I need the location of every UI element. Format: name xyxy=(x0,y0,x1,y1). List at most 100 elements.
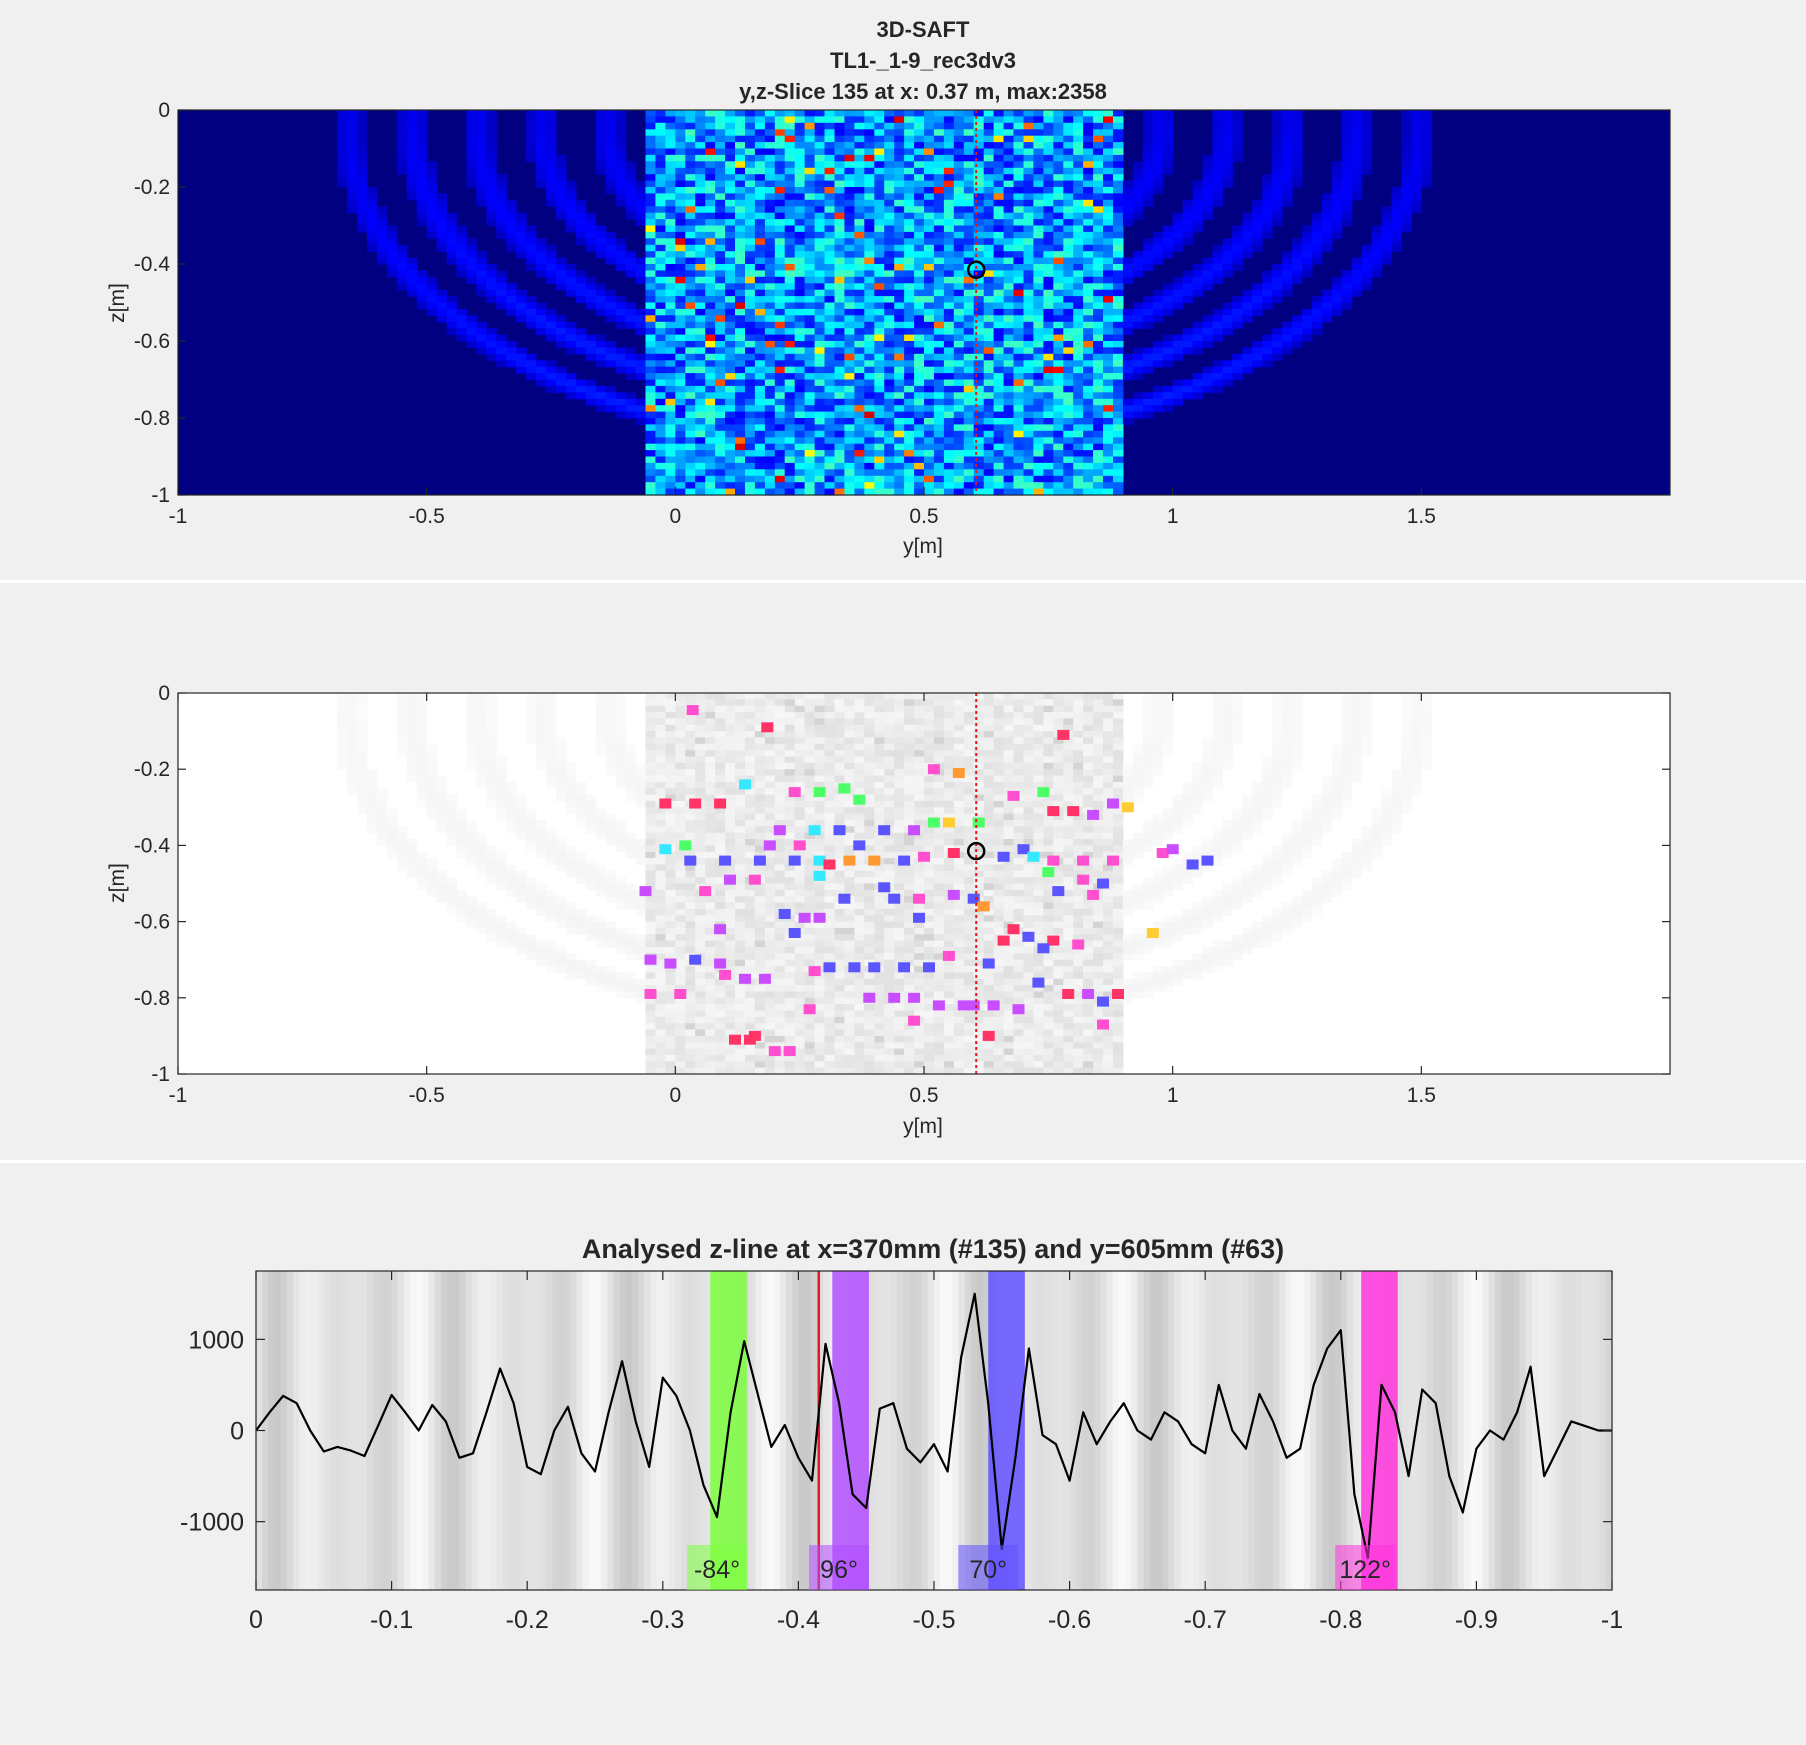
heatmap-cell xyxy=(914,354,925,361)
heatmap-cell xyxy=(1033,245,1044,252)
heatmap-cell xyxy=(1372,245,1383,252)
gray-cell xyxy=(397,693,408,700)
heatmap-cell xyxy=(775,399,786,406)
heatmap-cell xyxy=(854,424,865,431)
heatmap-cell xyxy=(1073,335,1084,342)
gray-cell xyxy=(1163,706,1174,713)
heatmap-cell xyxy=(1342,168,1353,175)
gray-cell xyxy=(725,693,736,700)
heatmap-cell xyxy=(844,328,855,335)
heatmap-cell xyxy=(874,431,885,438)
heatmap-cell xyxy=(854,360,865,367)
heatmap-cell xyxy=(884,142,895,149)
heatmap-cell xyxy=(1392,206,1403,213)
heatmap-cell xyxy=(954,238,965,245)
heatmap-cell xyxy=(944,264,955,271)
heatmap-cell xyxy=(546,270,557,277)
heatmap-cell xyxy=(655,431,666,438)
gray-cell xyxy=(1004,737,1015,744)
heatmap-cell xyxy=(1222,322,1233,329)
heatmap-cell xyxy=(1252,296,1263,303)
heatmap-cell xyxy=(725,399,736,406)
heatmap-cell xyxy=(1421,116,1432,123)
heatmap-cell xyxy=(1053,347,1064,354)
heatmap-cell xyxy=(924,258,935,265)
heatmap-cell xyxy=(805,328,816,335)
heatmap-cell xyxy=(357,206,368,213)
heatmap-cell xyxy=(705,347,716,354)
heatmap-cell xyxy=(496,341,507,348)
gray-cell xyxy=(1411,718,1422,725)
heatmap-cell xyxy=(377,251,388,258)
heatmap-cell xyxy=(636,219,647,226)
heatmap-cell xyxy=(685,174,696,181)
heatmap-cell xyxy=(1103,469,1114,476)
heatmap-cell xyxy=(1113,431,1124,438)
heatmap-cell xyxy=(825,142,836,149)
gray-cell xyxy=(984,712,995,719)
heatmap-cell xyxy=(745,412,756,419)
heatmap-cell xyxy=(1093,174,1104,181)
heatmap-cell xyxy=(457,335,468,342)
heatmap-cell xyxy=(755,283,766,290)
gray-cell xyxy=(854,718,865,725)
heatmap-cell xyxy=(775,206,786,213)
heatmap-cell xyxy=(934,277,945,284)
heatmap-cell xyxy=(1153,123,1164,130)
heatmap-cell xyxy=(1272,129,1283,136)
gray-cell xyxy=(427,750,438,757)
heatmap-cell xyxy=(1024,322,1035,329)
heatmap-cell xyxy=(1252,206,1263,213)
heatmap-cell xyxy=(795,360,806,367)
heatmap-cell xyxy=(705,232,716,239)
p1-plot-area[interactable] xyxy=(178,110,1670,496)
heatmap-cell xyxy=(357,187,368,194)
heatmap-cell xyxy=(715,264,726,271)
heatmap-cell xyxy=(815,123,826,130)
heatmap-cell xyxy=(1232,354,1243,361)
p2-plot-area[interactable] xyxy=(178,693,1670,1075)
heatmap-cell xyxy=(844,315,855,322)
heatmap-cell xyxy=(1113,264,1124,271)
heatmap-cell xyxy=(705,482,716,489)
heatmap-cell xyxy=(1073,187,1084,194)
heatmap-cell xyxy=(655,136,666,143)
gray-cell xyxy=(655,712,666,719)
heatmap-cell xyxy=(994,193,1005,200)
heatmap-cell xyxy=(1093,360,1104,367)
heatmap-cell xyxy=(924,347,935,354)
gray-cell xyxy=(924,737,935,744)
heatmap-cell xyxy=(1272,161,1283,168)
heatmap-cell xyxy=(1063,258,1074,265)
heatmap-cell xyxy=(1113,392,1124,399)
heatmap-cell xyxy=(874,386,885,393)
gray-cell xyxy=(1153,718,1164,725)
heatmap-cell xyxy=(407,123,418,130)
heatmap-cell xyxy=(596,251,607,258)
heatmap-cell xyxy=(1083,405,1094,412)
heatmap-cell xyxy=(844,181,855,188)
heatmap-cell xyxy=(675,245,686,252)
gray-cell xyxy=(1113,731,1124,738)
heatmap-cell xyxy=(1272,328,1283,335)
heatmap-cell xyxy=(805,149,816,156)
heatmap-cell xyxy=(536,245,547,252)
heatmap-cell xyxy=(685,270,696,277)
heatmap-cell xyxy=(695,290,706,297)
heatmap-cell xyxy=(427,283,438,290)
heatmap-cell xyxy=(765,399,776,406)
gray-cell xyxy=(934,712,945,719)
heatmap-cell xyxy=(1203,322,1214,329)
heatmap-cell xyxy=(775,476,786,483)
heatmap-cell xyxy=(1242,360,1253,367)
heatmap-cell xyxy=(437,226,448,233)
heatmap-cell xyxy=(805,476,816,483)
heatmap-cell xyxy=(1113,232,1124,239)
gray-cell xyxy=(1004,744,1015,751)
heatmap-cell xyxy=(1213,335,1224,342)
heatmap-cell xyxy=(347,136,358,143)
heatmap-cell xyxy=(835,245,846,252)
heatmap-cell xyxy=(1143,116,1154,123)
heatmap-cell xyxy=(1053,258,1064,265)
heatmap-cell xyxy=(944,277,955,284)
